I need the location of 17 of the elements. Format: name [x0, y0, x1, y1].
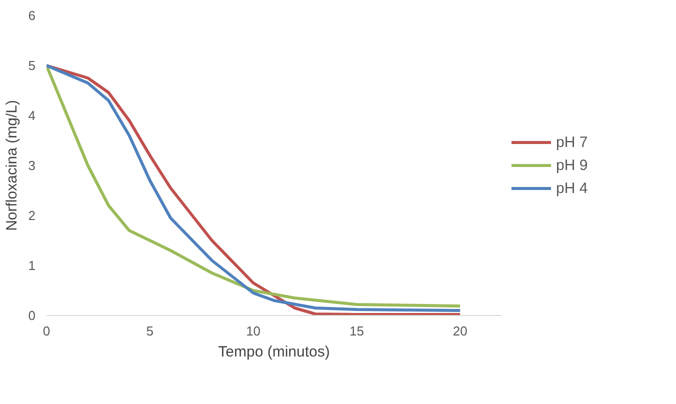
- y-tick-label: 6: [28, 8, 36, 23]
- x-tick-label: 15: [349, 324, 364, 338]
- x-tick-label: 20: [452, 324, 468, 338]
- y-tick-label: 3: [28, 158, 36, 173]
- x-tick-label: 10: [246, 324, 261, 338]
- x-tick-label: 0: [42, 324, 50, 338]
- y-tick-label: 0: [28, 308, 36, 323]
- x-tick-label: 5: [146, 324, 154, 338]
- legend-label: pH 4: [556, 180, 588, 196]
- legend-label: pH 9: [556, 156, 588, 174]
- y-tick-label: 2: [28, 208, 36, 223]
- legend-label: pH 7: [556, 134, 588, 150]
- y-axis-title: Norfloxacina (mg/L): [3, 100, 20, 231]
- y-tick-label: 5: [28, 58, 36, 73]
- y-tick-label: 1: [28, 258, 36, 273]
- x-axis-title: Tempo (minutos): [218, 344, 330, 360]
- y-tick-label: 4: [28, 108, 36, 123]
